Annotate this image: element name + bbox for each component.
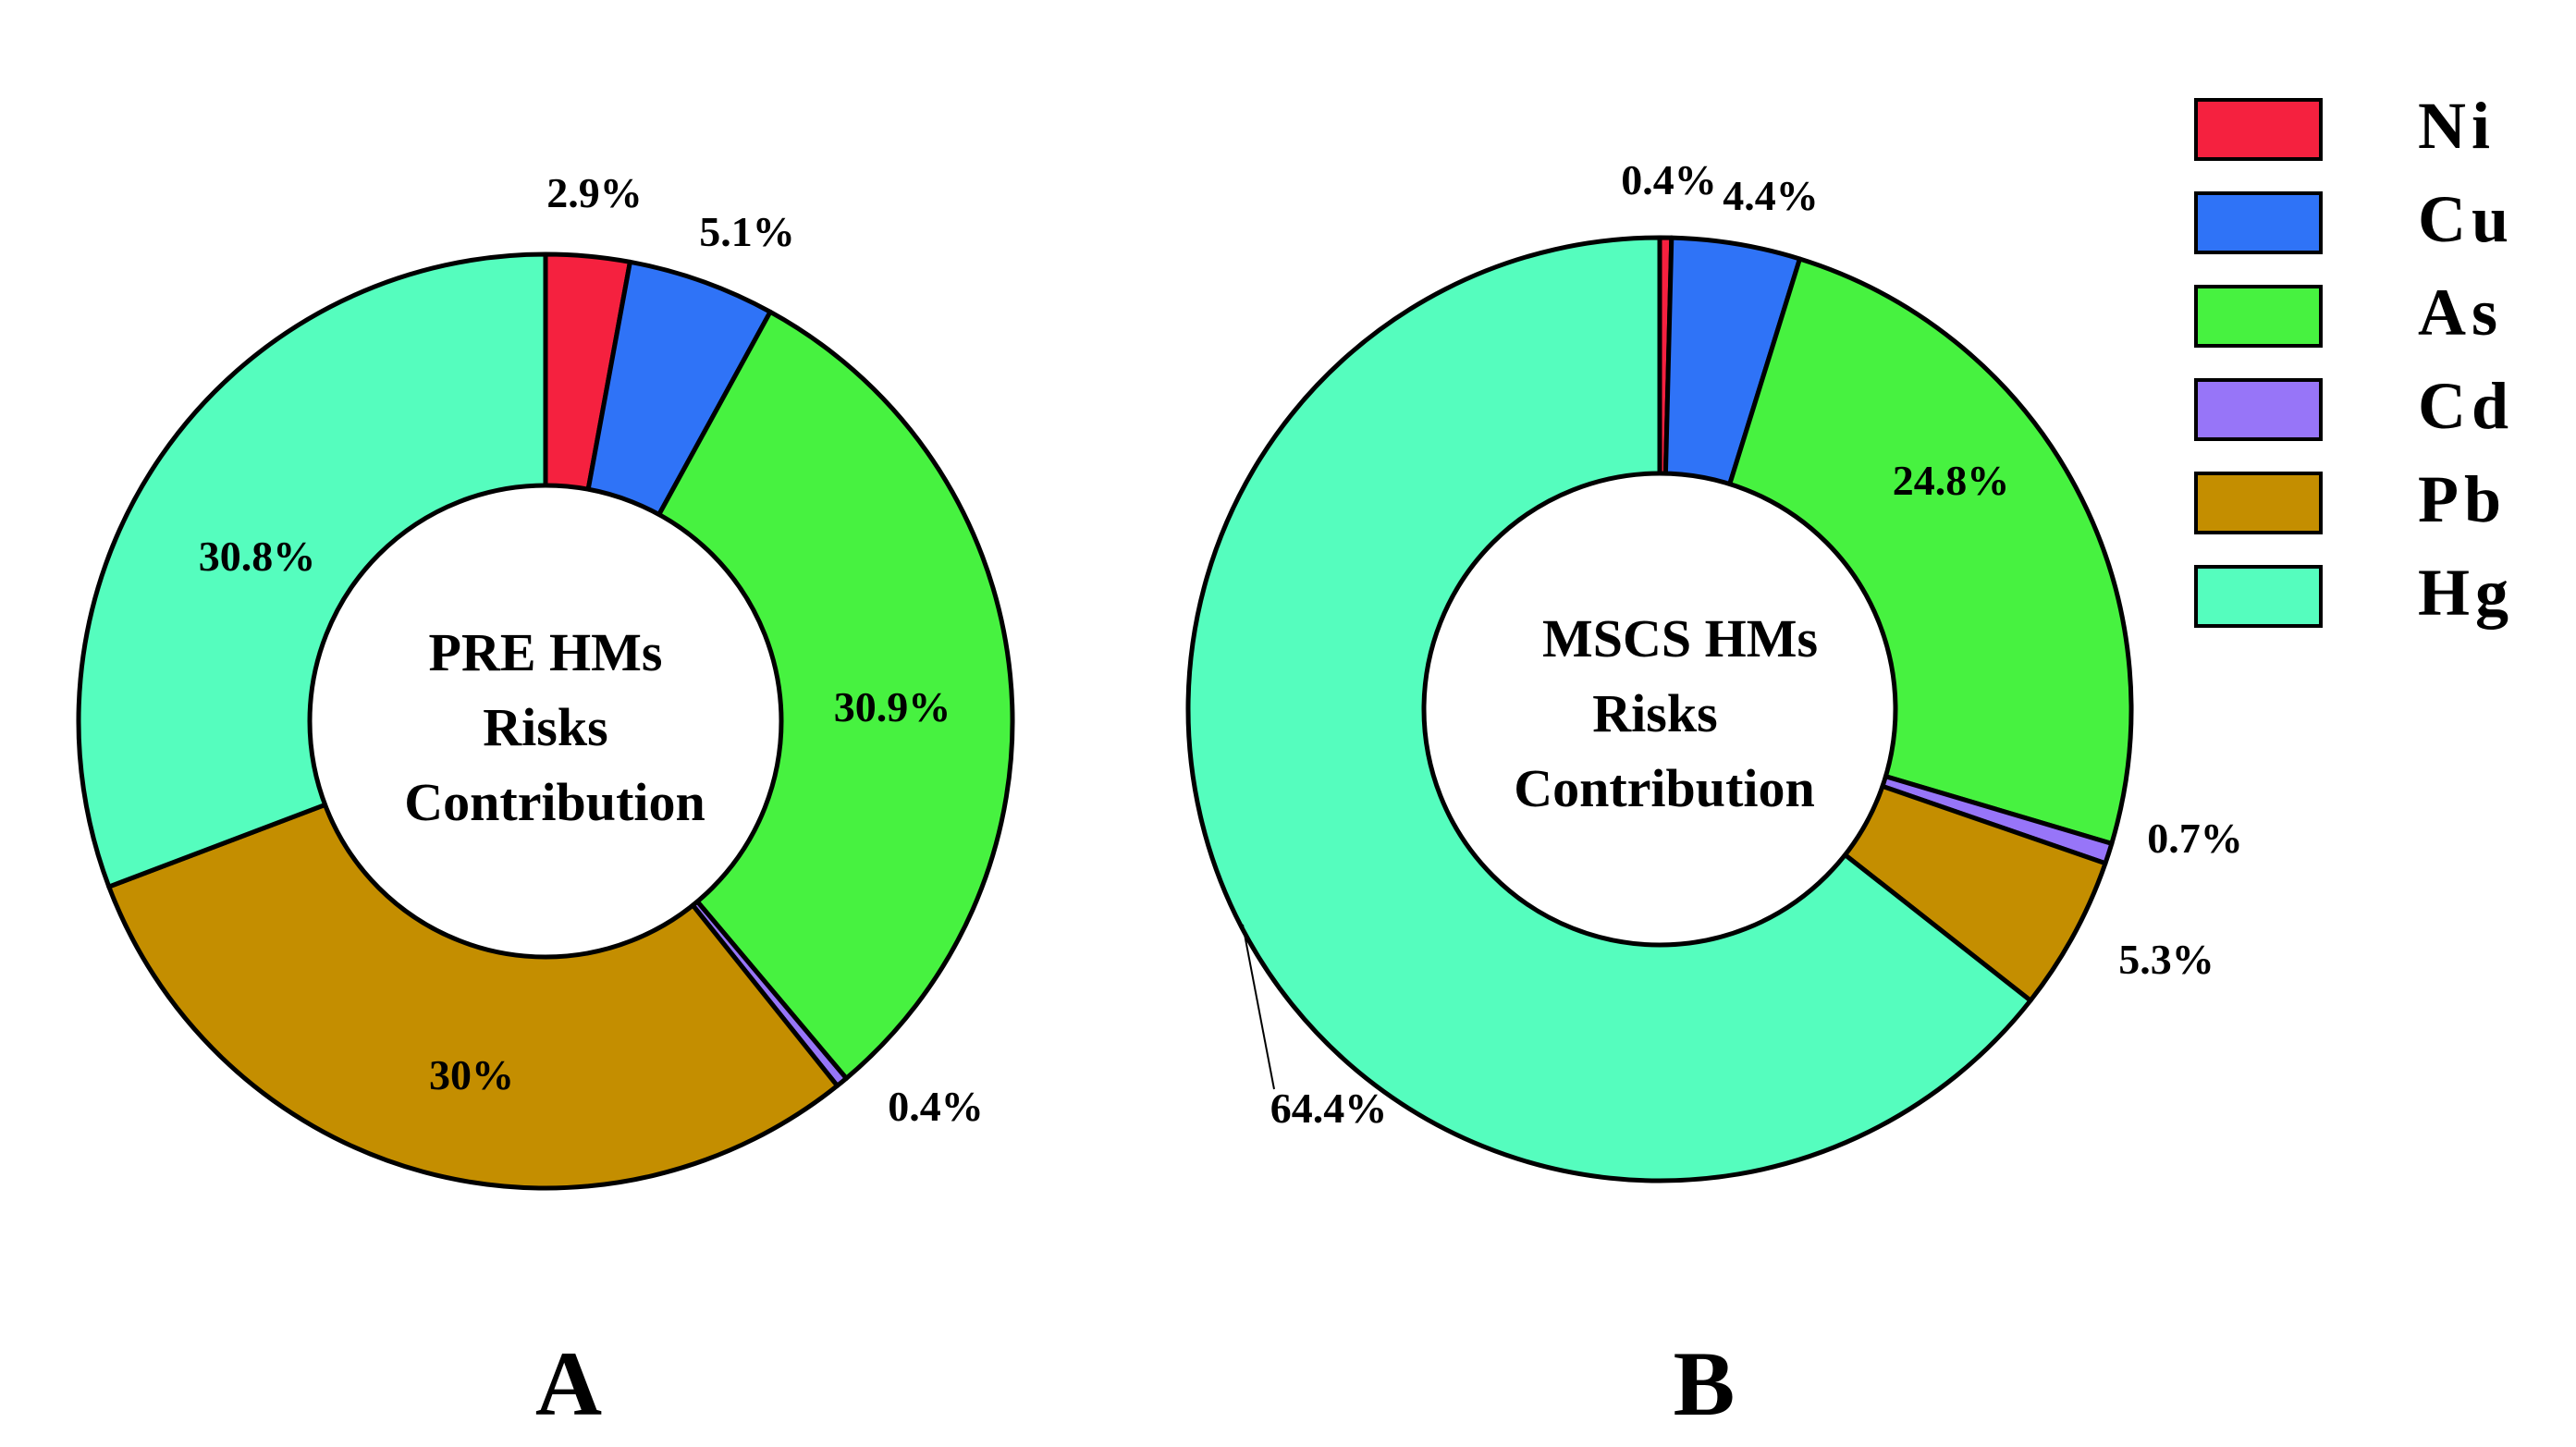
donut-b-label-as: 24.8% [1893,457,2010,504]
legend-label-cu: Cu [2418,182,2514,256]
donut-b-label-pb: 5.3% [2118,936,2214,983]
donut-a-center-line-1: PRE HMs [429,622,663,682]
legend-label-cd: Cd [2418,369,2514,443]
legend-label-hg: Hg [2418,556,2514,630]
donut-b-labels: 0.4% 4.4% 24.8% 0.7% 5.3% 64.4% [1242,156,2243,1132]
donut-a-label-ni: 2.9% [546,169,643,216]
donut-b-center-line-1: MSCS HMs [1542,608,1818,668]
legend-label-as: As [2418,276,2503,349]
donut-a-label-as: 30.9% [834,683,951,730]
panel-label-b: B [1674,1332,1736,1435]
donut-a-hole [307,483,784,960]
panel-label-a: A [535,1332,602,1435]
donut-chart-a: 2.9%5.1%30.9%0.4%30%30.8% PRE HMs Risks … [76,169,1015,1191]
legend-label-pb: Pb [2418,462,2507,536]
donut-chart-b: 0.4% 4.4% 24.8% 0.7% 5.3% 64.4% MSCS HMs Risk… [1185,156,2243,1183]
donut-b-label-cu: 4.4% [1723,172,1819,219]
legend: Ni Cu As Cd Pb Hg [2194,89,2514,630]
donut-b-label-ni: 0.4% [1621,156,1717,203]
donut-a-label-hg: 30.8% [199,533,316,580]
legend-swatch-as [2194,285,2323,348]
legend-label-ni: Ni [2418,89,2496,163]
legend-swatch-cd [2194,378,2323,441]
donut-b-center-line-2: Risks [1592,683,1717,743]
donut-a-label-pb: 30% [429,1051,514,1098]
donut-a-center-line-3: Contribution [404,772,705,832]
donut-a-slice-pb [106,718,840,1191]
donut-b-leader-line [1242,924,1275,1090]
legend-swatch-hg [2194,565,2323,628]
donut-b-center-line-3: Contribution [1514,758,1815,818]
donut-a-center-line-2: Risks [483,697,607,757]
legend-swatch-pb [2194,472,2323,534]
legend-swatch-cu [2194,191,2323,254]
donut-b-label-hg: 64.4% [1270,1085,1388,1132]
donut-b-hole [1421,471,1898,948]
donut-a-label-cu: 5.1% [699,208,795,255]
donut-b-label-cd: 0.7% [2147,815,2243,862]
legend-swatch-ni [2194,98,2323,161]
donut-a-labels: 2.9% 5.1% 30.9% 0.4% 30% 30.8% [199,169,984,1130]
donut-a-label-cd: 0.4% [888,1083,984,1130]
